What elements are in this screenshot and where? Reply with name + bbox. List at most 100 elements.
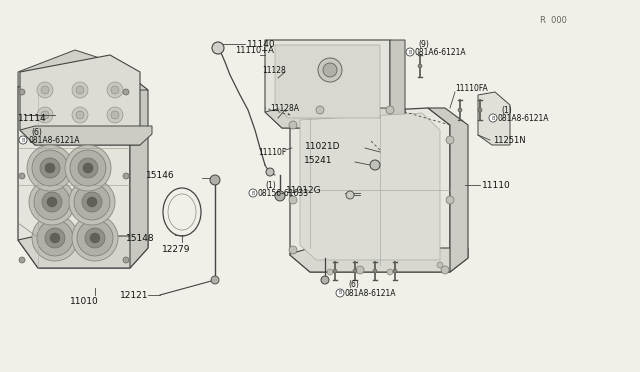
Text: 081A8-6121A: 081A8-6121A <box>498 113 550 122</box>
Circle shape <box>393 269 397 273</box>
Polygon shape <box>290 248 468 272</box>
Circle shape <box>70 150 106 186</box>
Circle shape <box>336 289 344 297</box>
Circle shape <box>32 215 78 261</box>
Circle shape <box>27 145 73 191</box>
Circle shape <box>50 233 60 243</box>
Text: B: B <box>252 190 255 196</box>
Circle shape <box>83 163 93 173</box>
Polygon shape <box>95 62 148 268</box>
Circle shape <box>40 158 60 178</box>
Circle shape <box>373 269 377 273</box>
Circle shape <box>107 82 123 98</box>
Text: 15241: 15241 <box>303 155 332 164</box>
Circle shape <box>370 160 380 170</box>
Circle shape <box>323 63 337 77</box>
Text: (1): (1) <box>501 106 512 115</box>
Circle shape <box>45 163 55 173</box>
Circle shape <box>32 150 68 186</box>
Text: 15146: 15146 <box>147 170 175 180</box>
Circle shape <box>37 220 73 256</box>
Circle shape <box>111 111 119 119</box>
Circle shape <box>289 121 297 129</box>
Text: 11251N: 11251N <box>493 135 525 144</box>
Circle shape <box>107 107 123 123</box>
Text: 11110+A: 11110+A <box>235 45 274 55</box>
Circle shape <box>42 192 62 212</box>
Circle shape <box>78 158 98 178</box>
Circle shape <box>356 266 364 274</box>
Polygon shape <box>478 92 510 145</box>
Text: B: B <box>339 291 342 295</box>
Circle shape <box>72 82 88 98</box>
Circle shape <box>47 197 57 207</box>
Circle shape <box>72 107 88 123</box>
Circle shape <box>76 86 84 94</box>
Circle shape <box>19 136 27 144</box>
Circle shape <box>19 173 25 179</box>
Polygon shape <box>275 45 380 118</box>
Circle shape <box>82 192 102 212</box>
Polygon shape <box>290 108 450 272</box>
Polygon shape <box>428 108 468 272</box>
Circle shape <box>318 58 342 82</box>
Circle shape <box>249 189 257 197</box>
Circle shape <box>387 269 393 275</box>
Circle shape <box>346 191 354 199</box>
Circle shape <box>111 86 119 94</box>
Polygon shape <box>265 108 405 128</box>
Text: 11114: 11114 <box>18 113 47 122</box>
Circle shape <box>77 220 113 256</box>
Circle shape <box>289 196 297 204</box>
Polygon shape <box>18 236 148 268</box>
Circle shape <box>69 179 115 225</box>
Text: 11110F: 11110F <box>258 148 286 157</box>
Circle shape <box>489 114 497 122</box>
Circle shape <box>418 64 422 68</box>
Text: 12279: 12279 <box>162 246 191 254</box>
Text: 11110: 11110 <box>482 180 511 189</box>
Text: 08156-61633: 08156-61633 <box>258 189 309 198</box>
Circle shape <box>353 269 357 273</box>
Circle shape <box>266 168 274 176</box>
Circle shape <box>41 111 49 119</box>
Text: (6): (6) <box>31 128 42 137</box>
Circle shape <box>37 107 53 123</box>
Circle shape <box>289 246 297 254</box>
Circle shape <box>29 179 75 225</box>
Text: 11140: 11140 <box>247 39 276 48</box>
Circle shape <box>45 228 65 248</box>
Text: 12121: 12121 <box>120 291 148 299</box>
Text: (6): (6) <box>348 280 359 289</box>
Text: 081A6-6121A: 081A6-6121A <box>415 48 467 57</box>
Circle shape <box>446 196 454 204</box>
Circle shape <box>386 106 394 114</box>
Circle shape <box>212 42 224 54</box>
Circle shape <box>34 184 70 220</box>
Circle shape <box>90 233 100 243</box>
Circle shape <box>19 257 25 263</box>
Circle shape <box>458 108 462 112</box>
Circle shape <box>211 276 219 284</box>
Circle shape <box>327 269 333 275</box>
Text: 11110FA: 11110FA <box>455 83 488 93</box>
Circle shape <box>123 89 129 95</box>
Circle shape <box>275 191 285 201</box>
Circle shape <box>333 269 337 273</box>
Circle shape <box>321 276 329 284</box>
Text: B: B <box>408 49 412 55</box>
Text: B: B <box>492 115 495 121</box>
Circle shape <box>87 197 97 207</box>
Circle shape <box>65 145 111 191</box>
Circle shape <box>441 266 449 274</box>
Text: (1): (1) <box>265 180 276 189</box>
Text: 15148: 15148 <box>126 234 155 243</box>
Polygon shape <box>265 40 390 128</box>
Circle shape <box>406 48 414 56</box>
Text: B: B <box>21 138 25 142</box>
Text: 11012G: 11012G <box>286 186 322 195</box>
Text: 11010: 11010 <box>70 298 99 307</box>
Circle shape <box>19 89 25 95</box>
Polygon shape <box>300 113 440 260</box>
Circle shape <box>210 175 220 185</box>
